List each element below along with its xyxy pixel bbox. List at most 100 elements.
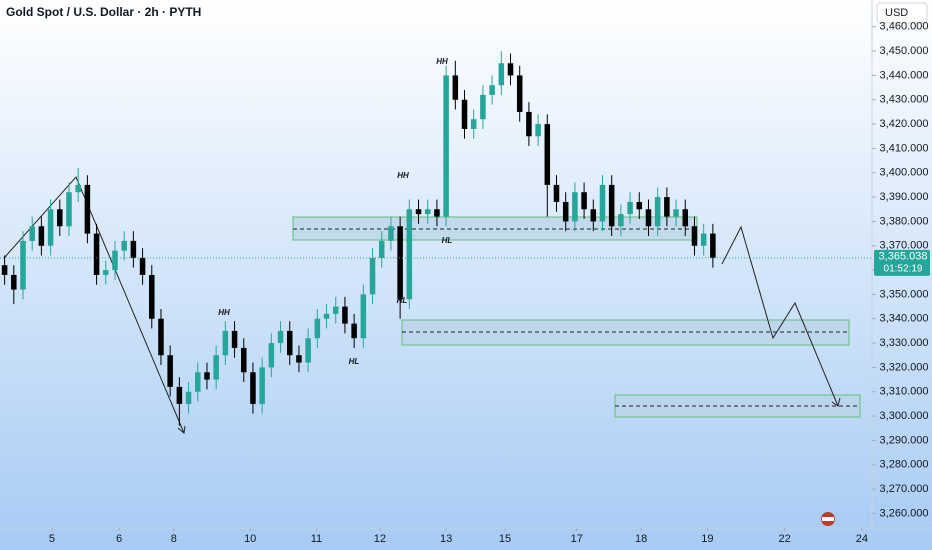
candle-body — [112, 250, 118, 271]
x-tick-label: 24 — [856, 533, 868, 545]
candle-body — [84, 184, 91, 234]
candle-body — [691, 226, 698, 246]
y-tick-label: 3,430.000 — [880, 94, 929, 106]
flag-stripe — [822, 517, 834, 521]
arrow-head — [177, 425, 186, 434]
candle-body — [581, 192, 587, 210]
y-tick-label: 3,400.000 — [880, 167, 929, 179]
y-tick-label: 3,460.000 — [880, 21, 929, 33]
candle-body — [664, 197, 670, 217]
candle-body — [332, 306, 339, 314]
candle-body — [47, 209, 54, 246]
candle-body — [636, 201, 643, 210]
x-tick-label: 10 — [244, 533, 256, 545]
candle-body — [406, 209, 413, 300]
candle-body — [29, 226, 35, 241]
candle-body — [66, 192, 72, 227]
last-price-label: 3,365.038 — [879, 251, 928, 263]
candle-body — [553, 184, 560, 202]
candle-body — [268, 343, 275, 368]
candle-body — [480, 94, 486, 120]
candle-body — [627, 201, 633, 215]
candle-body — [590, 209, 597, 222]
currency-box[interactable] — [876, 2, 928, 24]
candle-body — [700, 233, 707, 246]
x-tick-label: 13 — [440, 533, 452, 545]
y-tick-label: 3,420.000 — [880, 118, 929, 130]
candle-body — [498, 63, 505, 86]
candle-body — [75, 184, 81, 193]
candle-body — [250, 372, 256, 404]
candle-body — [424, 209, 431, 215]
y-tick-label: 3,270.000 — [880, 483, 929, 495]
swing-line — [3, 176, 185, 434]
candle-body — [562, 201, 569, 222]
candle-body — [654, 197, 661, 227]
candle-body — [397, 226, 403, 300]
candle-body — [516, 75, 523, 112]
y-tick-label: 3,340.000 — [880, 313, 929, 325]
x-tick-label: 22 — [778, 533, 790, 545]
candle-body — [645, 209, 652, 227]
candle-body — [195, 372, 201, 392]
candle-body — [1, 265, 8, 275]
candle-body — [277, 330, 284, 344]
candle-body — [57, 209, 63, 227]
annotation: HL — [349, 357, 360, 366]
candle-body — [342, 306, 348, 324]
y-tick-label: 3,310.000 — [880, 386, 929, 398]
x-tick-label: 18 — [635, 533, 647, 545]
candle-body — [489, 85, 495, 95]
candle-body — [599, 184, 606, 222]
projection-line — [721, 225, 839, 407]
candle-body — [231, 330, 238, 348]
candle-body — [296, 355, 302, 363]
candle-body — [452, 75, 459, 100]
candle-body — [415, 209, 422, 215]
candle-body — [93, 233, 100, 275]
candle-body — [305, 338, 311, 363]
currency[interactable]: USD — [885, 7, 908, 19]
candles — [1, 51, 716, 426]
candle-body — [351, 323, 357, 339]
y-tick-label: 3,280.000 — [880, 459, 929, 471]
candle-body — [378, 240, 385, 258]
y-tick-label: 3,330.000 — [880, 337, 929, 349]
candle-body — [240, 347, 247, 373]
candle-body — [710, 233, 716, 258]
candle-body — [360, 294, 367, 339]
drawings — [3, 176, 861, 526]
y-tick-label: 3,410.000 — [880, 142, 929, 154]
x-tick-label: 5 — [49, 533, 55, 545]
candle-body — [314, 318, 321, 339]
candle-body — [176, 386, 183, 404]
y-tick-label: 3,370.000 — [880, 240, 929, 252]
candle-body — [682, 209, 689, 227]
annotation: HL — [442, 236, 453, 245]
y-tick-label: 3,290.000 — [880, 434, 929, 446]
candle-body — [259, 367, 265, 404]
candle-body — [167, 355, 173, 387]
candle-body — [507, 63, 514, 76]
x-tick-label: 19 — [701, 533, 713, 545]
candle-body — [369, 257, 376, 295]
arrow-head — [831, 397, 841, 407]
candle-body — [185, 391, 192, 404]
candle-body — [434, 209, 440, 217]
candle-body — [38, 226, 45, 246]
candle-body — [213, 355, 219, 380]
y-tick-label: 3,440.000 — [880, 69, 929, 81]
last-price-tag — [874, 249, 930, 276]
x-tick-label: 12 — [374, 533, 386, 545]
candle-body — [608, 184, 615, 227]
candle-body — [121, 240, 127, 251]
candle-body — [103, 270, 109, 275]
chart-title: Gold Spot / U.S. Dollar · 2h · PYTH — [6, 5, 201, 19]
x-tick-label: 15 — [499, 533, 511, 545]
y-tick-label: 3,320.000 — [880, 361, 929, 373]
candle-body — [443, 75, 449, 217]
candle-body — [204, 372, 210, 380]
annotation: HH — [436, 57, 448, 66]
candle-body — [535, 124, 541, 137]
